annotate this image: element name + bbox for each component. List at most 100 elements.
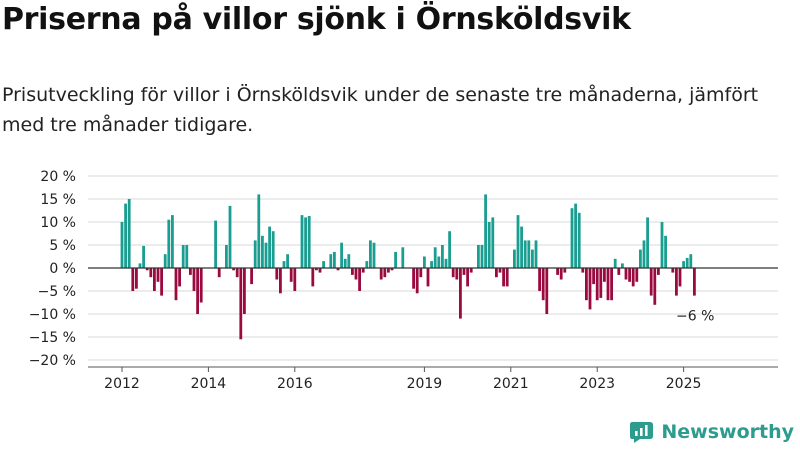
bar — [693, 268, 696, 296]
bar — [466, 268, 469, 287]
bar — [372, 242, 376, 268]
bar — [462, 268, 466, 275]
bar — [495, 268, 498, 278]
bar — [538, 268, 541, 291]
bar — [595, 268, 599, 301]
bar — [214, 220, 217, 268]
bar — [340, 242, 343, 268]
bars — [120, 194, 696, 340]
bar — [379, 268, 383, 280]
bar — [556, 268, 559, 275]
bar — [383, 268, 387, 278]
bar — [261, 235, 264, 268]
bar — [653, 268, 657, 305]
y-tick-label: −10 % — [29, 307, 76, 323]
bar — [451, 268, 455, 278]
bar — [228, 205, 232, 268]
x-tick-label: 2012 — [104, 376, 140, 392]
y-tick-label: 5 % — [49, 238, 76, 254]
bar — [192, 268, 196, 291]
bar — [282, 261, 286, 268]
y-axis: 20 % 15 % 10 % 5 % 0 % −5 % −10 % −15 % −20 % — [29, 169, 76, 369]
bar — [513, 249, 516, 268]
bar — [264, 242, 268, 268]
bar — [635, 268, 639, 282]
bar — [124, 203, 127, 268]
bar — [531, 249, 534, 268]
y-tick-label: −5 % — [38, 284, 76, 300]
bar — [232, 268, 235, 271]
bar — [351, 268, 354, 275]
bar — [534, 240, 538, 268]
bar — [390, 268, 394, 271]
bar — [657, 268, 660, 275]
bar — [415, 268, 419, 294]
bar — [142, 245, 145, 268]
bar — [329, 254, 333, 268]
bar — [354, 268, 358, 280]
bar — [336, 268, 340, 271]
bar — [570, 208, 574, 268]
bar — [304, 217, 307, 268]
y-tick-label: 10 % — [40, 215, 76, 231]
bar — [678, 268, 682, 287]
bar — [196, 268, 199, 314]
bar — [610, 268, 613, 301]
bar — [455, 268, 459, 280]
bar — [480, 245, 484, 268]
bar — [689, 254, 693, 268]
bar — [361, 268, 365, 273]
bar — [279, 268, 282, 294]
bar — [181, 245, 185, 268]
bar — [243, 268, 246, 314]
bar — [599, 268, 603, 298]
x-axis: 2012 2014 2016 2019 2021 2023 2025 — [88, 267, 778, 392]
bar — [311, 268, 315, 287]
bar — [423, 256, 426, 268]
bar — [253, 240, 257, 268]
bar — [217, 268, 221, 278]
bar — [613, 258, 617, 268]
bar — [156, 268, 160, 282]
y-tick-label: −20 % — [29, 353, 76, 369]
bar — [527, 240, 531, 268]
bar — [426, 268, 430, 287]
bar — [588, 268, 592, 310]
brand-name: Newsworthy — [661, 421, 794, 443]
bar — [520, 226, 523, 268]
bar — [271, 231, 275, 268]
bar — [675, 268, 678, 296]
bar — [430, 261, 433, 268]
bar — [174, 268, 178, 301]
bar — [257, 194, 261, 268]
bar — [149, 268, 153, 278]
bar — [660, 222, 664, 268]
bar — [419, 268, 423, 278]
newsworthy-logo-icon — [630, 422, 654, 443]
bar — [286, 254, 289, 268]
bar — [358, 268, 361, 291]
y-tick-label: 15 % — [40, 192, 76, 208]
bar — [138, 263, 142, 268]
bar — [127, 199, 131, 268]
bar — [235, 268, 239, 278]
bar — [631, 268, 635, 287]
bar — [307, 216, 311, 268]
bar — [484, 194, 487, 268]
bar — [617, 268, 621, 275]
bar — [365, 261, 369, 268]
bar — [469, 268, 473, 273]
bar — [606, 268, 610, 301]
bar — [487, 222, 491, 268]
bar — [545, 268, 549, 314]
bar — [160, 268, 163, 296]
bar — [185, 245, 189, 268]
bar — [559, 268, 563, 280]
bar — [444, 258, 448, 268]
bar — [333, 251, 336, 268]
bar — [682, 261, 685, 268]
bar — [448, 231, 451, 268]
bar — [289, 268, 293, 282]
bar — [239, 268, 243, 340]
